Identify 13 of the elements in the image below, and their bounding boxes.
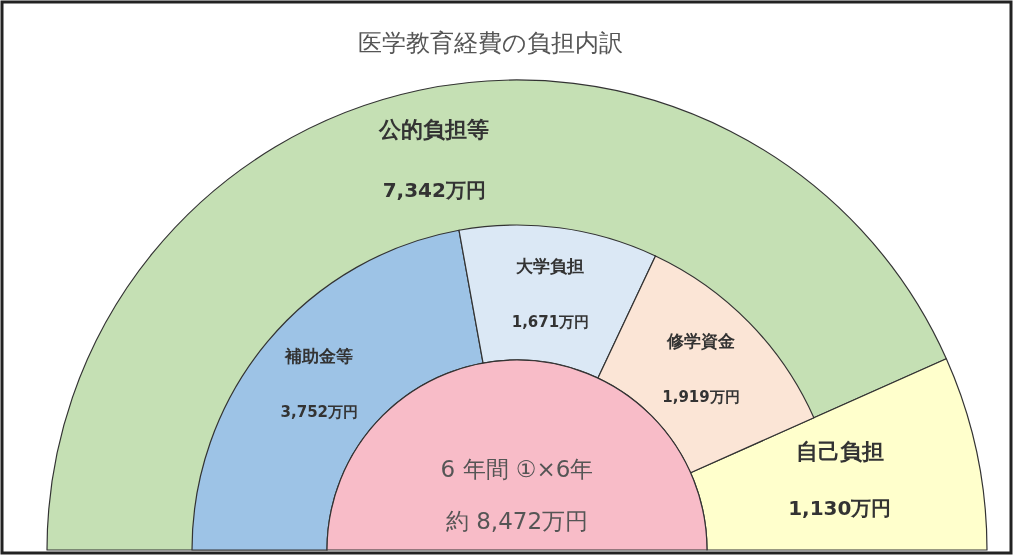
chart-title: 医学教育経費の負担内訳 — [357, 29, 623, 57]
slice-label: 6 年間 ①×6年 — [440, 455, 594, 482]
data-label: 約 8,472万円 — [445, 507, 589, 534]
data-label: 1,671万円 — [511, 313, 590, 332]
slice-label: 大学負担 — [516, 255, 585, 276]
slice-label: 修学資金 — [665, 330, 735, 351]
slice-label: 補助金等 — [284, 345, 354, 366]
data-label: 1,130万円 — [788, 495, 892, 520]
data-label: 1,919万円 — [662, 388, 740, 407]
data-label: 3,752万円 — [280, 403, 359, 422]
slice-label: 公的負担等 — [378, 117, 490, 143]
data-label: 7,342万円 — [382, 177, 486, 202]
slice-label: 自己負担 — [795, 439, 884, 465]
